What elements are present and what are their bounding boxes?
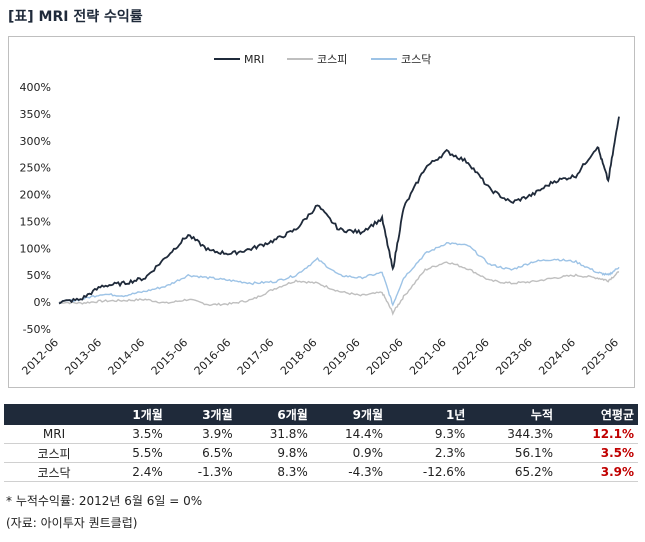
y-tick-label: 50% — [27, 269, 51, 282]
chart-container: -50% 0% 50% 100% 150% 200% 250% 300% 350% 400% 201… — [8, 36, 635, 388]
y-tick-label: 0% — [34, 296, 51, 309]
source-note: (자료: 아이투자 퀀트클럽) — [6, 516, 138, 530]
table-header-cell: 3개월 — [166, 404, 237, 425]
x-tick-label: 2025-06 — [579, 336, 621, 378]
table-header-row: 1개월 3개월 6개월 9개월 1년 누적 연평균 — [4, 404, 638, 425]
x-tick-label: 2024-06 — [536, 336, 578, 378]
y-tick-label: 400% — [20, 81, 51, 94]
table-cell: 0.9% — [311, 443, 388, 463]
x-tick-label: 2017-06 — [235, 336, 277, 378]
row-label: MRI — [4, 425, 104, 444]
table-cell: 9.8% — [236, 443, 312, 463]
table-cell: 65.2% — [469, 462, 558, 482]
y-tick-label: -50% — [23, 323, 51, 336]
line-chart: -50% 0% 50% 100% 150% 200% 250% 300% 350% 400% 201… — [19, 53, 621, 378]
x-tick-label: 2023-06 — [493, 336, 535, 378]
table-cell: 3.5% — [104, 425, 167, 444]
x-tick-label: 2015-06 — [149, 336, 191, 378]
table-cell: -12.6% — [387, 462, 470, 482]
y-tick-label: 300% — [20, 135, 51, 148]
x-tick-label: 2018-06 — [278, 336, 320, 378]
table-cell: 9.3% — [387, 425, 470, 444]
x-tick-label: 2014-06 — [106, 336, 148, 378]
footnote: * 누적수익률: 2012년 6월 6일 = 0% — [6, 494, 203, 508]
table-cell: 8.3% — [236, 462, 312, 482]
annual-return-cell: 3.5% — [557, 443, 638, 463]
y-tick-label: 350% — [20, 108, 51, 121]
y-tick-label: 250% — [20, 162, 51, 175]
legend-label: MRI — [244, 53, 264, 66]
y-tick-label: 150% — [20, 215, 51, 228]
x-tick-label: 2020-06 — [364, 336, 406, 378]
table-row: 코스닥 2.4% -1.3% 8.3% -4.3% -12.6% 65.2% 3… — [4, 462, 638, 482]
table-header-cell: 1년 — [387, 404, 470, 425]
x-tick-label: 2019-06 — [321, 336, 363, 378]
table-cell: 3.9% — [166, 425, 237, 444]
table-cell: 14.4% — [311, 425, 388, 444]
row-label: 코스닥 — [4, 462, 104, 482]
table-row: MRI 3.5% 3.9% 31.8% 14.4% 9.3% 344.3% 12… — [4, 425, 638, 444]
figure-title: [표] MRI 전략 수익률 — [8, 9, 143, 25]
table-header-cell: 연평균 — [557, 404, 638, 425]
table-cell: -1.3% — [166, 462, 237, 482]
y-tick-label: 100% — [20, 242, 51, 255]
table-cell: 56.1% — [469, 443, 558, 463]
x-tick-label: 2012-06 — [19, 336, 61, 378]
table-header-cell — [4, 404, 104, 425]
annual-return-cell: 3.9% — [557, 462, 638, 482]
table-header-cell: 누적 — [469, 404, 558, 425]
legend-label: 코스닥 — [401, 53, 431, 66]
annual-return-cell: 12.1% — [557, 425, 638, 444]
table-cell: 2.4% — [104, 462, 167, 482]
table-cell: -4.3% — [311, 462, 388, 482]
series-line-코스피 — [59, 261, 620, 316]
x-tick-label: 2013-06 — [63, 336, 105, 378]
x-tick-label: 2016-06 — [192, 336, 234, 378]
table-header-cell: 1개월 — [104, 404, 167, 425]
row-label: 코스피 — [4, 443, 104, 463]
performance-table: 1개월 3개월 6개월 9개월 1년 누적 연평균 MRI 3.5% 3.9% … — [4, 404, 638, 482]
table-cell: 6.5% — [166, 443, 237, 463]
table-cell: 344.3% — [469, 425, 558, 444]
table-header-cell: 6개월 — [236, 404, 312, 425]
series-line-MRI — [58, 116, 620, 305]
y-tick-label: 200% — [20, 189, 51, 202]
series-line-코스닥 — [58, 241, 620, 307]
table-header-cell: 9개월 — [311, 404, 388, 425]
legend-label: 코스피 — [317, 53, 347, 66]
table-cell: 31.8% — [236, 425, 312, 444]
table-cell: 2.3% — [387, 443, 470, 463]
table-cell: 5.5% — [104, 443, 167, 463]
x-tick-label: 2022-06 — [450, 336, 492, 378]
x-tick-label: 2021-06 — [407, 336, 449, 378]
table-row: 코스피 5.5% 6.5% 9.8% 0.9% 2.3% 56.1% 3.5% — [4, 443, 638, 463]
